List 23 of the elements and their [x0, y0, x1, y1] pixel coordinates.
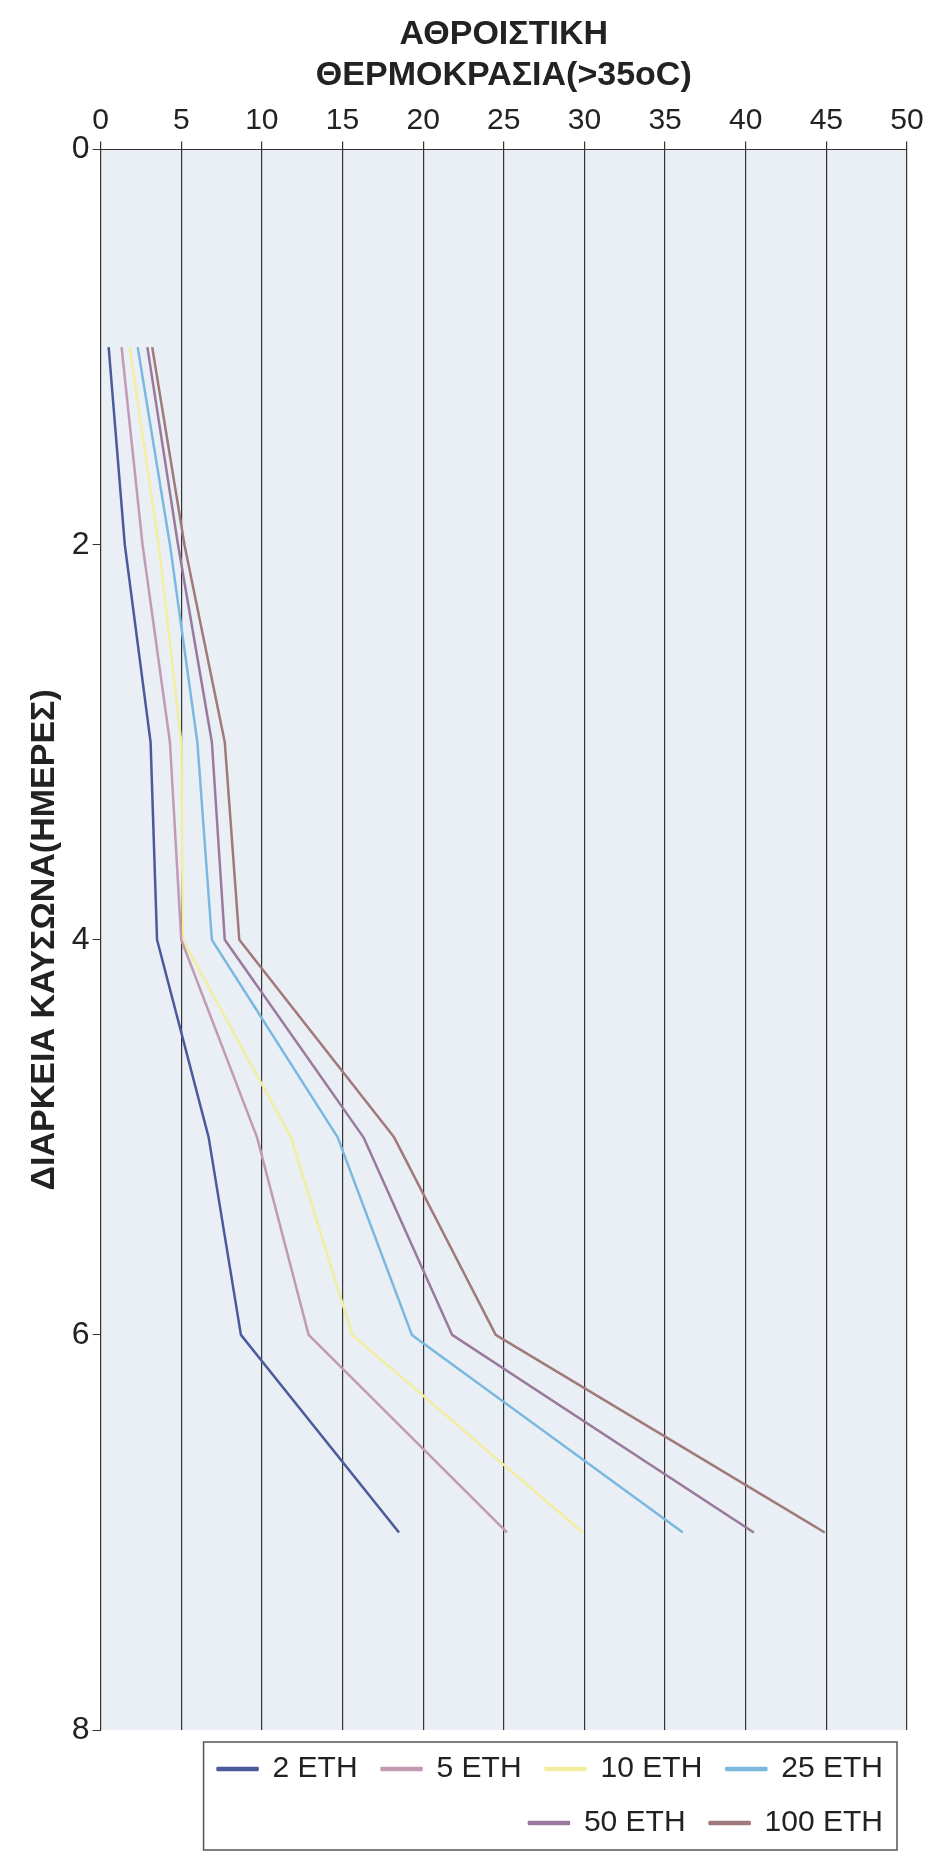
legend-label: 5 ΕΤΗ: [436, 1750, 522, 1784]
legend-label: 100 ΕΤΗ: [764, 1804, 883, 1838]
y-axis-title: ΔΙΑΡΚΕΙΑ ΚΑΥΣΩΝΑ(ΗΜΕΡΕΣ): [22, 689, 61, 1191]
x-tick-label: 25: [487, 101, 521, 135]
x-tick-label: 10: [245, 101, 279, 135]
y-tick-label: 8: [71, 1709, 90, 1746]
x-tick-label: 20: [406, 101, 440, 135]
y-tick-label: 6: [71, 1314, 90, 1351]
x-axis-title: ΑΘΡΟΙΣΤΙΚΗ ΘΕΡΜΟΚΡΑΣΙΑ(>35oC): [315, 12, 692, 92]
x-tick-label: 50: [890, 101, 924, 135]
y-tick-label: 0: [71, 129, 90, 166]
x-tick-label: 5: [172, 101, 190, 135]
y-tick-label: 2: [71, 524, 90, 561]
x-tick-label: 40: [729, 101, 763, 135]
legend-label: 50 ΕΤΗ: [583, 1804, 686, 1838]
legend-label: 2 ΕΤΗ: [272, 1750, 358, 1784]
x-tick-label: 15: [325, 101, 360, 135]
legend-label: 25 ΕΤΗ: [781, 1750, 884, 1784]
x-tick-label: 35: [648, 101, 682, 135]
y-tick-label: 4: [71, 919, 90, 956]
x-tick-label: 45: [809, 101, 844, 135]
legend-label: 10 ΕΤΗ: [600, 1750, 703, 1784]
x-tick-label: 30: [567, 101, 602, 135]
